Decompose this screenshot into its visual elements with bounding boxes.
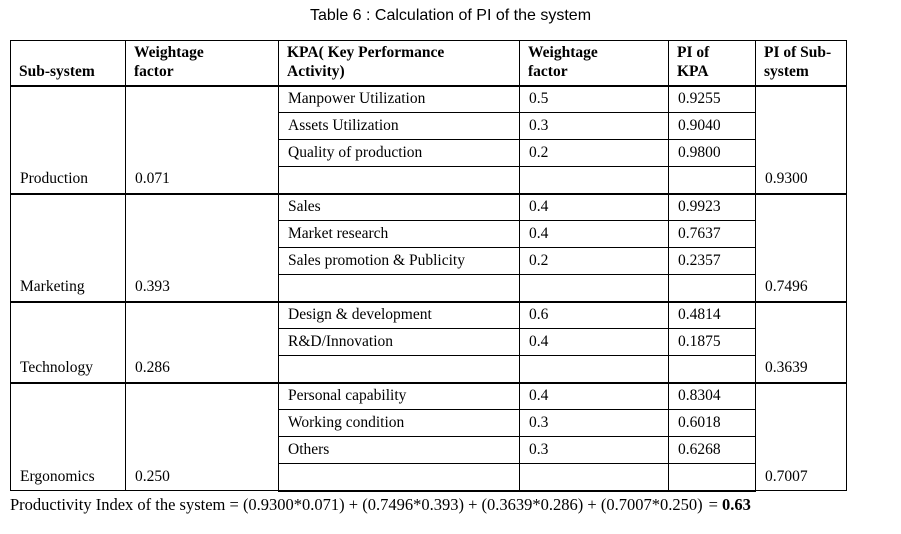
kpa-name-cell: Design & development bbox=[278, 300, 520, 330]
table-header: Sub-system Weightage factor KPA( Key Per… bbox=[10, 39, 847, 87]
formula-result: 0.63 bbox=[722, 494, 751, 514]
table-title: Table 6 : Calculation of PI of the syste… bbox=[309, 7, 592, 24]
subtotal-spacer-row bbox=[11, 274, 847, 303]
pi-of-subsystem-cell: 0.7007 bbox=[755, 381, 847, 492]
kpa-pi-cell: 0.7637 bbox=[668, 220, 756, 249]
kpa-weightage-cell: 0.2 bbox=[519, 247, 669, 276]
kpa-name-cell: Working condition bbox=[278, 409, 520, 438]
kpa-pi-cell: 0.8304 bbox=[668, 381, 756, 411]
empty-kpa-cell bbox=[278, 463, 520, 492]
empty-weightage-cell bbox=[519, 274, 669, 303]
header-kpa-weightage: Weightage factor bbox=[519, 39, 669, 87]
header-row: Sub-system Weightage factor KPA( Key Per… bbox=[10, 39, 847, 87]
empty-pi-cell bbox=[668, 166, 756, 195]
kpa-name-cell: Assets Utilization bbox=[278, 112, 520, 141]
kpa-row: Market research 0.4 0.7637 bbox=[11, 220, 847, 249]
pi-calculation-table: Sub-system Weightage factor KPA( Key Per… bbox=[10, 39, 847, 492]
kpa-name-cell: Sales bbox=[278, 192, 520, 222]
kpa-pi-cell: 0.6268 bbox=[668, 436, 756, 465]
header-kpa: KPA( Key Performance Activity) bbox=[278, 39, 520, 87]
kpa-weightage-cell: 0.4 bbox=[519, 328, 669, 357]
subtotal-spacer-row bbox=[11, 355, 847, 384]
kpa-weightage-cell: 0.5 bbox=[519, 84, 669, 114]
subsystem-name-cell: Marketing bbox=[10, 192, 126, 303]
empty-weightage-cell bbox=[519, 463, 669, 492]
kpa-row: Working condition 0.3 0.6018 bbox=[11, 409, 847, 438]
header-subsystem: Sub-system bbox=[10, 39, 126, 87]
header-pi-of-kpa: PI of KPA bbox=[668, 39, 756, 87]
kpa-row: Technology 0.286 Design & development 0.6 0.… bbox=[10, 300, 847, 384]
kpa-weightage-cell: 0.3 bbox=[519, 112, 669, 141]
kpa-weightage-cell: 0.4 bbox=[519, 220, 669, 249]
kpa-weightage-cell: 0.4 bbox=[519, 381, 669, 411]
formula-text: Productivity Index of the system = (0.93… bbox=[10, 494, 703, 514]
empty-weightage-cell bbox=[519, 166, 669, 195]
kpa-row: Assets Utilization 0.3 0.9040 bbox=[11, 112, 847, 141]
kpa-weightage-cell: 0.4 bbox=[519, 192, 669, 222]
kpa-row: Production 0.071 Manpower Utilization 0.5 0.… bbox=[10, 84, 847, 195]
pi-of-subsystem-cell: 0.3639 bbox=[755, 300, 847, 384]
kpa-weightage-cell: 0.3 bbox=[519, 436, 669, 465]
kpa-row: Quality of production 0.2 0.9800 bbox=[11, 139, 847, 168]
subsystem-weightage-cell: 0.071 bbox=[125, 84, 279, 195]
kpa-row: Marketing 0.393 Sales 0.4 0.9923 0.7496 bbox=[10, 192, 847, 303]
header-pi-of-subsystem: PI of Sub- system bbox=[755, 39, 847, 87]
kpa-row: R&D/Innovation 0.4 0.1875 bbox=[11, 328, 847, 357]
kpa-pi-cell: 0.9040 bbox=[668, 112, 756, 141]
productivity-index-formula: Productivity Index of the system = (0.93… bbox=[10, 495, 901, 515]
kpa-pi-cell: 0.2357 bbox=[668, 247, 756, 276]
header-weightage-factor: Weightage factor bbox=[125, 39, 279, 87]
empty-kpa-cell bbox=[278, 166, 520, 195]
empty-pi-cell bbox=[668, 355, 756, 384]
subtotal-spacer-row bbox=[11, 166, 847, 195]
kpa-pi-cell: 0.9923 bbox=[668, 192, 756, 222]
kpa-name-cell: Market research bbox=[278, 220, 520, 249]
subtotal-spacer-row bbox=[11, 463, 847, 492]
kpa-row: Sales promotion & Publicity 0.2 0.2357 bbox=[11, 247, 847, 276]
kpa-weightage-cell: 0.2 bbox=[519, 139, 669, 168]
kpa-name-cell: Quality of production bbox=[278, 139, 520, 168]
kpa-row: Ergonomics 0.250 Personal capability 0.4 0.8… bbox=[10, 381, 847, 492]
kpa-pi-cell: 0.6018 bbox=[668, 409, 756, 438]
pi-of-subsystem-cell: 0.7496 bbox=[755, 192, 847, 303]
pi-of-subsystem-cell: 0.9300 bbox=[755, 84, 847, 195]
kpa-pi-cell: 0.4814 bbox=[668, 300, 756, 330]
empty-kpa-cell bbox=[278, 274, 520, 303]
empty-pi-cell bbox=[668, 274, 756, 303]
empty-pi-cell bbox=[668, 463, 756, 492]
subsystem-name-cell: Technology bbox=[10, 300, 126, 384]
subsystem-name-cell: Ergonomics bbox=[10, 381, 126, 492]
kpa-name-cell: Manpower Utilization bbox=[278, 84, 520, 114]
kpa-name-cell: Personal capability bbox=[278, 381, 520, 411]
subsystem-weightage-cell: 0.393 bbox=[125, 192, 279, 303]
kpa-weightage-cell: 0.3 bbox=[519, 409, 669, 438]
empty-kpa-cell bbox=[278, 355, 520, 384]
kpa-pi-cell: 0.9800 bbox=[668, 139, 756, 168]
subsystem-weightage-cell: 0.250 bbox=[125, 381, 279, 492]
subsystem-name-cell: Production bbox=[10, 84, 126, 195]
kpa-pi-cell: 0.9255 bbox=[668, 84, 756, 114]
kpa-name-cell: Sales promotion & Publicity bbox=[278, 247, 520, 276]
kpa-name-cell: Others bbox=[278, 436, 520, 465]
kpa-pi-cell: 0.1875 bbox=[668, 328, 756, 357]
kpa-name-cell: R&D/Innovation bbox=[278, 328, 520, 357]
subsystem-weightage-cell: 0.286 bbox=[125, 300, 279, 384]
formula-equals: = bbox=[708, 494, 718, 514]
empty-weightage-cell bbox=[519, 355, 669, 384]
table-body: Production 0.071 Manpower Utilization 0.5 0.… bbox=[10, 84, 847, 492]
kpa-weightage-cell: 0.6 bbox=[519, 300, 669, 330]
